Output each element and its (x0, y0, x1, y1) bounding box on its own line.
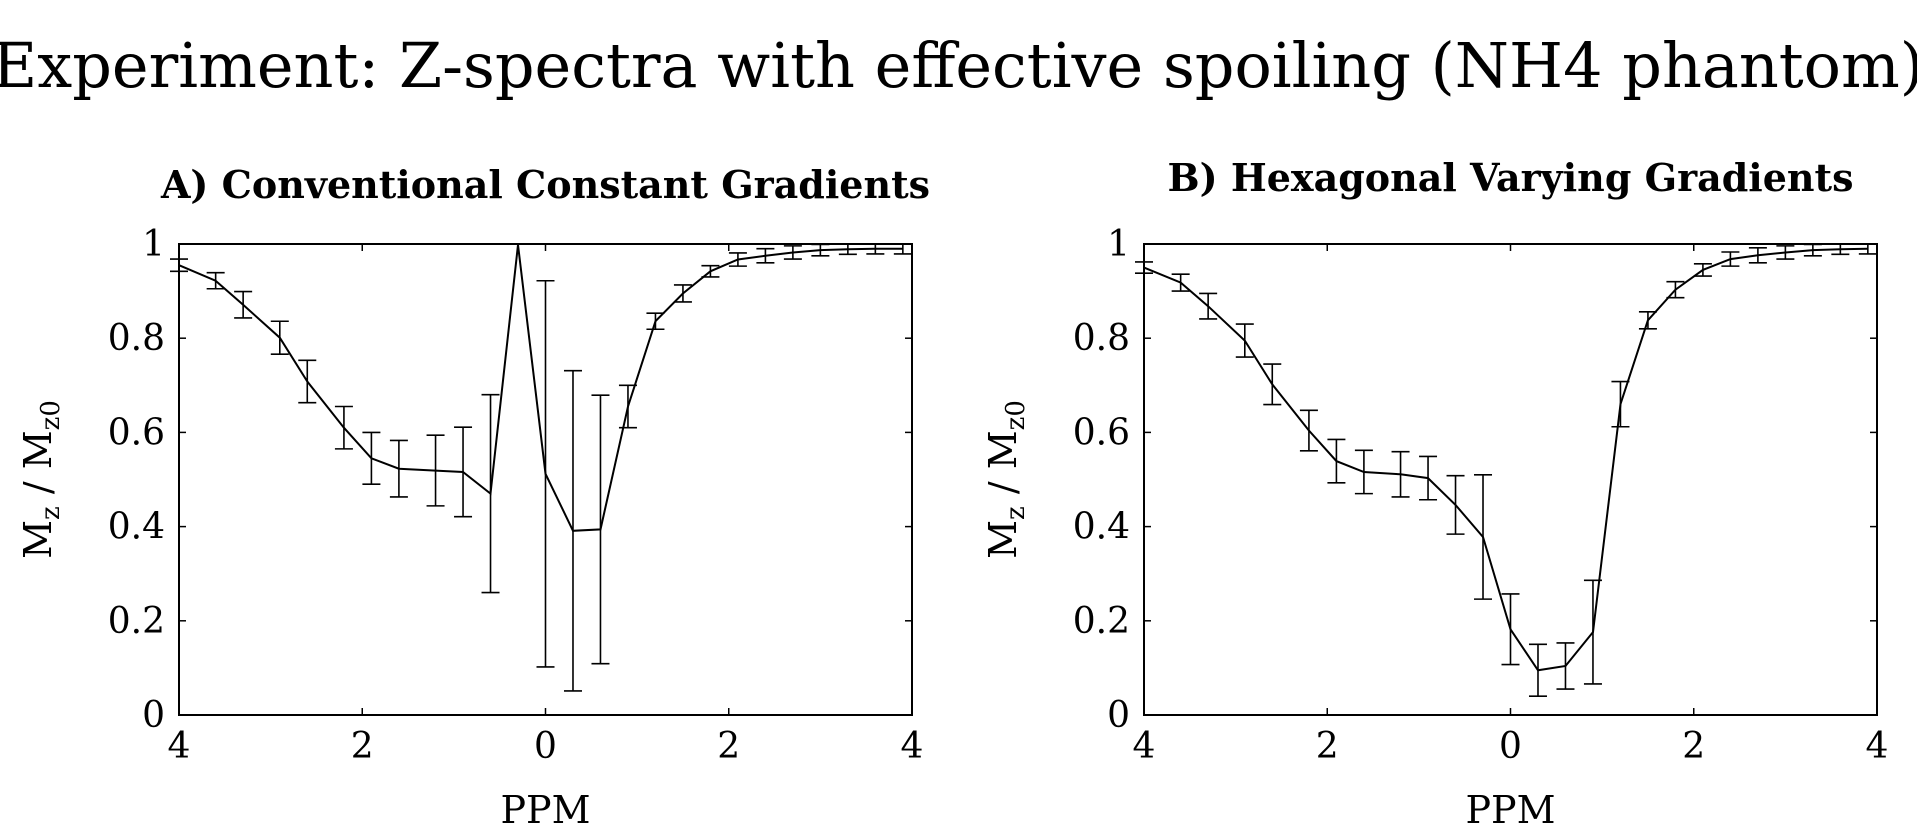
chart-a-ytick-label: 0.2 (108, 601, 165, 642)
chart-a-series-line (178, 244, 903, 532)
chart-a-title: A) Conventional Constant Gradients (160, 162, 930, 207)
chart-b-error-bar (1135, 261, 1153, 275)
chart-b-error-bar (1235, 323, 1254, 358)
chart-a-error-bar (362, 431, 381, 486)
chart-a-error-bar (893, 243, 912, 255)
chart-b-ytick-label: 0.2 (1073, 601, 1130, 642)
chart-b-error-bar (1721, 251, 1740, 267)
chart-a-error-bar (206, 271, 225, 290)
chart-a-xtick-label: 2 (717, 726, 740, 767)
chart-a-error-bar (270, 320, 289, 356)
chart-b-xtick-label: 4 (1866, 726, 1889, 767)
chart-a-error-bar (701, 264, 720, 278)
chart-a-error-bar (866, 243, 885, 255)
chart-b-xlabel: PPM (1465, 788, 1555, 832)
chart-b-error-bar (1501, 593, 1520, 666)
chart-a-error-bar (673, 284, 692, 303)
chart-a-ytick-label: 0 (142, 695, 165, 736)
chart-b-error-bar (1327, 438, 1346, 484)
chart-b-error-bar (1638, 311, 1657, 330)
chart-a-xlabel: PPM (500, 788, 590, 832)
chart-b-error-bar (1776, 245, 1795, 260)
chart-a-xtick-label: 4 (168, 726, 191, 767)
chart-b-error-bar (1263, 363, 1282, 406)
chart-a-error-bar (334, 405, 353, 450)
chart-b-ytick-label: 0 (1107, 695, 1130, 736)
chart-a-ylabel: Mz / Mz0 (16, 400, 66, 559)
chart-b-error-bar (1858, 243, 1877, 255)
chart-a-error-bar (563, 369, 582, 692)
chart-a-xtick-label: 2 (351, 726, 374, 767)
chart-b-error-bar (1419, 455, 1438, 501)
chart-b-ylabel: Mz / Mz0 (981, 400, 1031, 559)
chart-b-error-bar (1748, 246, 1767, 264)
figure-title: Experiment: Z-spectra with effective spo… (0, 29, 1917, 102)
chart-a-error-bar (536, 279, 555, 668)
chart-a-error-bar (454, 426, 473, 518)
chart-a-ytick-label: 1 (142, 224, 165, 265)
chart-a-error-bar (838, 243, 857, 256)
chart-b-series-line (1143, 247, 1868, 672)
chart-b-error-bar (1803, 243, 1822, 257)
chart-b-xtick-label: 4 (1133, 726, 1156, 767)
chart-b-error-bar (1666, 280, 1685, 299)
chart-b-error-bar (1474, 473, 1493, 600)
chart-b-xtick-label: 0 (1499, 726, 1522, 767)
chart-b-ytick-label: 0.8 (1073, 318, 1130, 359)
chart-b-title: B) Hexagonal Varying Gradients (1168, 155, 1854, 200)
chart-a-error-bar (481, 393, 500, 594)
chart-b-error-bar (1391, 450, 1410, 498)
chart-b-error-bar (1693, 262, 1712, 277)
chart-b-error-bar (1583, 579, 1602, 685)
chart-a-error-bar (618, 384, 637, 429)
chart-a-error-bar (591, 394, 610, 665)
chart-b-error-bar (1611, 380, 1630, 428)
chart-b-error-bar (1354, 449, 1373, 495)
chart-b-xtick-label: 2 (1682, 726, 1705, 767)
chart-b-error-bar (1446, 474, 1465, 535)
chart-b-error-bar (1299, 409, 1318, 452)
chart-a-error-bar (811, 243, 830, 257)
chart-b-error-bar (1556, 642, 1575, 690)
chart-a-xtick-label: 4 (901, 726, 924, 767)
chart-b-ytick-label: 1 (1107, 224, 1130, 265)
chart-a-error-bar (298, 359, 317, 404)
chart-b-xtick-label: 2 (1316, 726, 1339, 767)
chart-a-error-bar (756, 247, 775, 264)
chart-a-ytick-label: 0.8 (108, 318, 165, 359)
chart-a-error-bar (783, 245, 802, 260)
chart-b-error-bar (1831, 243, 1850, 256)
chart-a-xtick-label: 0 (534, 726, 557, 767)
chart-a-error-bar (426, 434, 445, 507)
chart-a-error-bar (389, 439, 408, 498)
chart-b-ytick-label: 0.6 (1073, 412, 1130, 453)
chart-a-error-bar (170, 258, 188, 273)
chart-b-error-bar (1199, 292, 1218, 320)
chart-a-error-bar (234, 290, 253, 319)
chart-a-error-bar (646, 312, 665, 331)
chart-b-ytick-label: 0.4 (1073, 507, 1130, 548)
chart-a-ytick-label: 0.4 (108, 507, 165, 548)
chart-a-ytick-label: 0.6 (108, 412, 165, 453)
chart-b-error-bar (1171, 273, 1190, 292)
chart-b-error-bar (1528, 643, 1547, 697)
chart-a-error-bar (728, 252, 747, 267)
